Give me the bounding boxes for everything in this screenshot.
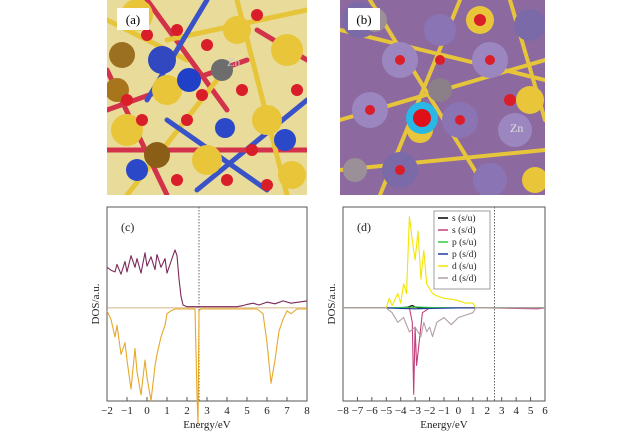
x-tick-label: 5 xyxy=(528,405,534,417)
x-tick-label: 3 xyxy=(204,405,210,417)
panel-label: (d) xyxy=(357,220,371,234)
structure-b-svg: (b) Zn xyxy=(340,0,545,195)
legend-box xyxy=(433,210,491,290)
panel-b-label: (b) xyxy=(356,12,371,27)
legend-entry: p (s/d) xyxy=(452,249,477,260)
structure-image-a: (a) Zn xyxy=(107,0,307,195)
x-tick-label: 8 xyxy=(304,405,310,417)
panel-b-atom-label: Zn xyxy=(510,121,523,135)
legend-entry: s (s/d) xyxy=(452,225,476,236)
x-tick-label: 1 xyxy=(470,405,476,417)
y-axis-label: DOS/a.u. xyxy=(326,283,338,324)
x-tick-label: 4 xyxy=(224,405,230,417)
legend-entry: d (s/d) xyxy=(452,273,477,284)
y-axis-label: DOS/a.u. xyxy=(90,283,102,324)
x-tick-label: −1 xyxy=(438,405,450,417)
x-tick-label: −6 xyxy=(366,405,378,417)
x-tick-label: −2 xyxy=(424,405,436,417)
panel-label: (c) xyxy=(121,220,134,234)
dos-series-s-s-d- xyxy=(343,307,546,395)
dos-series-0 xyxy=(106,249,308,308)
legend-entry: d (s/u) xyxy=(452,261,477,272)
structure-image-b: (b) Zn xyxy=(340,0,545,195)
x-tick-label: 5 xyxy=(244,405,250,417)
x-tick-label: −4 xyxy=(395,405,407,417)
x-tick-label: 0 xyxy=(456,405,462,417)
x-tick-label: 2 xyxy=(184,405,190,417)
x-tick-label: 4 xyxy=(513,405,519,417)
x-axis-label: Energy/eV xyxy=(420,419,468,431)
x-tick-label: −3 xyxy=(409,405,421,417)
dos-series-d-s-u- xyxy=(343,216,545,309)
panel-a-atom-label: Zn xyxy=(227,55,240,69)
x-tick-label: 3 xyxy=(499,405,505,417)
x-tick-label: −2 xyxy=(101,405,113,417)
x-tick-label: 1 xyxy=(164,405,170,417)
x-tick-label: 7 xyxy=(284,405,290,417)
structure-a-svg: (a) Zn xyxy=(107,0,307,195)
x-tick-label: 6 xyxy=(264,405,270,417)
x-tick-label: 6 xyxy=(542,405,548,417)
x-tick-label: −5 xyxy=(380,405,392,417)
x-tick-label: 2 xyxy=(485,405,491,417)
dos-series-1 xyxy=(106,308,307,425)
dos-series-d-s-d- xyxy=(343,307,545,338)
x-tick-label: 0 xyxy=(144,405,150,417)
legend-entry: s (s/u) xyxy=(452,213,476,224)
legend-entry: p (s/u) xyxy=(452,237,477,248)
x-axis-label: Energy/eV xyxy=(183,419,231,431)
x-tick-label: −1 xyxy=(121,405,133,417)
x-tick-label: −7 xyxy=(352,405,364,417)
panel-a-label: (a) xyxy=(126,12,140,27)
x-tick-label: −8 xyxy=(337,405,349,417)
dos-chart-c: −2 −1 0 1 2 3 4 5 6 7 8 Energy/eV DOS/a.u. (c) xyxy=(90,206,310,431)
